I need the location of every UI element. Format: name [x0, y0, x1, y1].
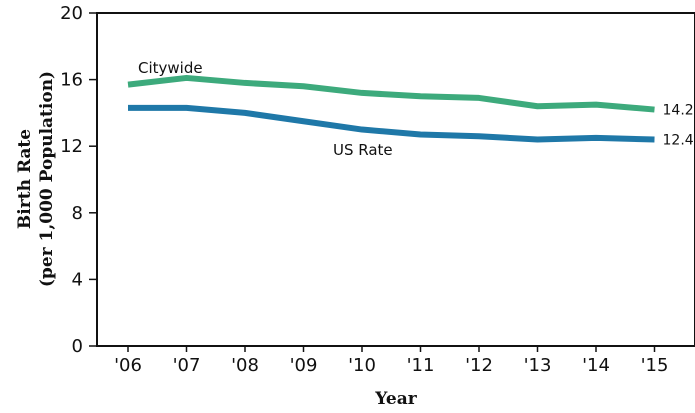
plot-frame	[96, 12, 695, 347]
y-tick-label: 16	[60, 70, 83, 91]
series-label-us-rate: US Rate	[333, 141, 393, 159]
x-tick-label: '10	[348, 355, 376, 376]
y-axis-title: Birth Rate (per 1,000 Population)	[15, 71, 57, 287]
x-tick-label: '07	[173, 355, 201, 376]
y-tick-label: 4	[72, 269, 83, 290]
y-tick-label: 0	[72, 336, 83, 357]
x-tick-label: '09	[290, 355, 318, 376]
x-tick-label: '15	[641, 355, 669, 376]
x-tick-label: '11	[407, 355, 435, 376]
series-line-citywide	[127, 74, 655, 113]
x-tick-label: '06	[114, 355, 142, 376]
x-axis-title: Year	[374, 389, 417, 409]
series-label-citywide: Citywide	[138, 59, 203, 77]
end-value-label-1: 12.4	[663, 133, 694, 149]
y-tick-label: 8	[72, 203, 83, 224]
x-tick-label: '08	[231, 355, 259, 376]
x-tick-label: '12	[465, 355, 493, 376]
x-tick-label: '13	[524, 355, 552, 376]
y-tick-label: 12	[60, 136, 83, 157]
y-axis-title-line: (per 1,000 Population)	[37, 71, 57, 287]
y-tick-label: 20	[60, 3, 83, 24]
x-tick-label: '14	[582, 355, 610, 376]
y-axis-title-line: Birth Rate	[15, 129, 35, 229]
end-value-label-0: 14.2	[663, 103, 694, 119]
series-line-us-rate	[128, 104, 655, 143]
